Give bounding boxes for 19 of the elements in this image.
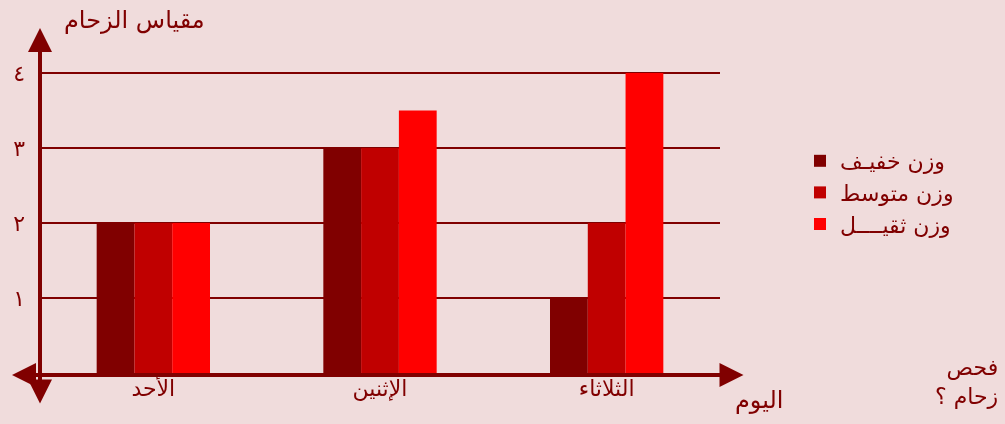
y-tick-label: ٤ xyxy=(13,60,25,86)
bar xyxy=(625,73,664,373)
x-tick-label: الأحد xyxy=(131,375,176,401)
x-axis-title: اليوم xyxy=(735,386,784,414)
bar xyxy=(587,223,626,373)
bar xyxy=(398,110,437,373)
y-axis-title: مقياس الزحام xyxy=(64,6,205,34)
y-tick-label: ١ xyxy=(13,285,25,311)
legend-label: وزن خفيـف xyxy=(840,149,945,175)
y-tick-label: ٣ xyxy=(13,135,26,161)
bar xyxy=(172,223,210,373)
x-tick-label: الإثنين xyxy=(352,376,408,401)
y-tick-label: ٢ xyxy=(13,210,25,236)
legend-label: وزن ثقيــــل xyxy=(840,212,951,238)
bar xyxy=(134,223,173,373)
bar xyxy=(361,148,399,373)
x-tick-label: الثلاثاء xyxy=(578,376,635,401)
legend-label: وزن متوسط xyxy=(840,180,954,206)
text: فحص زحام ؟ xyxy=(935,355,999,409)
